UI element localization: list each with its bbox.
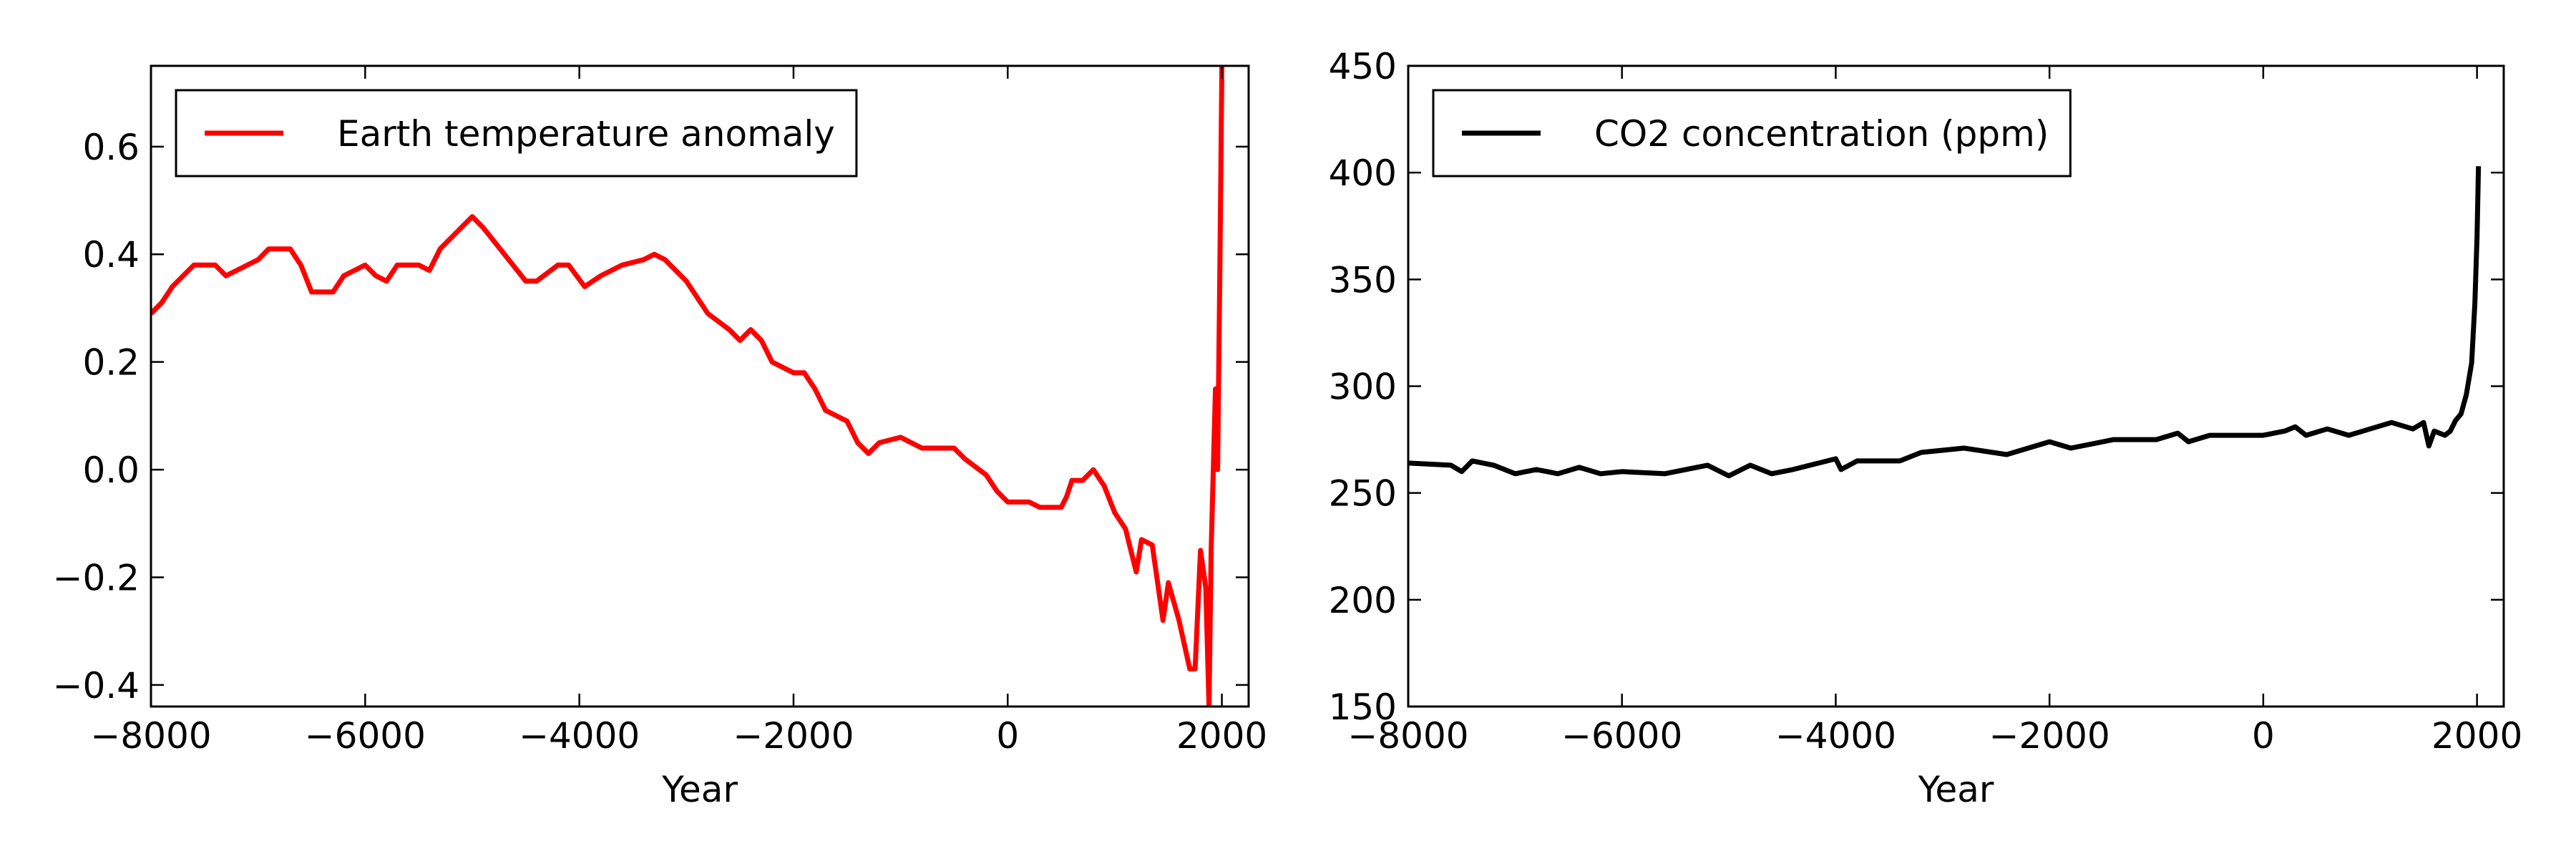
x-tick-label: −4000	[519, 715, 640, 757]
legend: CO2 concentration (ppm)	[1432, 89, 2072, 178]
y-tick-label: 0.0	[82, 450, 140, 491]
legend: Earth temperature anomaly	[175, 89, 858, 178]
x-tick-label: 2000	[1176, 715, 1267, 757]
y-tick-label: −0.2	[53, 557, 140, 598]
x-tick-label: −6000	[305, 715, 426, 757]
x-tick-label: −8000	[1347, 715, 1468, 757]
y-tick-label: 450	[1329, 46, 1397, 87]
x-tick-label: −2000	[1989, 715, 2110, 757]
plot-frame	[150, 64, 1250, 708]
x-axis-label: Year	[1918, 769, 1994, 810]
y-tick-label: 250	[1329, 473, 1397, 515]
x-tick-label: −6000	[1561, 715, 1682, 757]
data-line	[151, 66, 1225, 707]
legend-box	[175, 89, 858, 178]
x-tick-label: 2000	[2431, 715, 2522, 757]
y-tick-label: −0.4	[53, 665, 140, 707]
y-tick-label: 350	[1329, 259, 1397, 301]
y-tick-label: 0.6	[82, 127, 140, 168]
legend-label: CO2 concentration (ppm)	[1594, 113, 2049, 155]
axes: −8000 −6000 −4000 −2000 0 2000 150 200 250 300 350…	[1329, 46, 2523, 810]
x-tick-label: −4000	[1775, 715, 1896, 757]
x-tick-label: −8000	[90, 715, 211, 757]
x-axis-label: Year	[661, 769, 738, 810]
x-tick-label: 0	[996, 715, 1019, 757]
y-tick-label: 0.2	[82, 342, 140, 384]
x-tick-label: 0	[2252, 715, 2275, 757]
x-tick-label: −2000	[733, 715, 854, 757]
data-line	[1408, 166, 2482, 479]
y-tick-label: 200	[1329, 580, 1397, 621]
axes: −8000 −6000 −4000 −2000 0 2000 −0.4 −0.2 0.0 0.2 0…	[53, 64, 1267, 810]
y-tick-label: 300	[1329, 367, 1397, 408]
y-tick-label: 0.4	[82, 234, 140, 276]
y-tick-label: 150	[1329, 686, 1397, 728]
y-tick-label: 400	[1329, 152, 1397, 194]
legend-label: Earth temperature anomaly	[337, 113, 835, 155]
